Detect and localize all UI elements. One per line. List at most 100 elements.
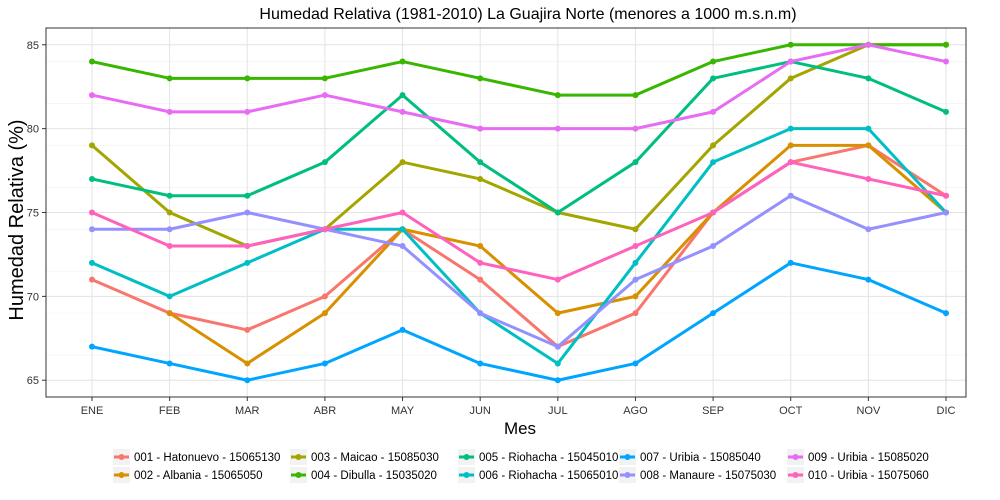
data-point [554,360,561,367]
data-point [399,326,406,333]
legend-label: 005 - Riohacha - 15045010 [479,452,618,464]
data-point [321,226,328,233]
data-point [89,209,95,216]
data-point [554,125,561,132]
data-point [943,192,949,199]
legend-item-6: 006 - Riohacha - 15065010 [458,467,618,483]
data-point [943,58,949,65]
data-point [321,310,328,317]
data-point [554,276,561,283]
x-tick-label: NOV [856,405,881,417]
data-point [477,125,484,132]
series-9 [89,41,949,132]
data-point [244,75,251,82]
legend-label: 006 - Riohacha - 15065010 [479,470,618,482]
x-tick-label: DIC [937,405,956,417]
x-tick-label: FEB [159,405,180,417]
data-point [89,259,95,266]
legend-key-point [463,472,470,478]
data-point [321,159,328,166]
legend-item-7: 007 - Uribia - 15085040 [619,449,761,465]
y-tick-label: 75 [27,208,39,220]
legend-item-4: 004 - Dibulla - 15035020 [290,467,437,483]
data-point [399,108,406,115]
legend-item-8: 008 - Manaure - 15075030 [619,467,776,483]
data-point [787,41,794,48]
data-point [632,92,639,99]
legend-key-point [118,454,125,460]
data-point [477,159,484,166]
legend-item-10: 010 - Uribia - 15075060 [787,467,929,483]
series-line [91,60,947,214]
series-10 [89,159,949,283]
legend-label: 003 - Maicao - 15085030 [311,452,439,464]
axes: 65 70 75 80 85 ENE FEB MAR ABR MAY JUN JUL AGO SEP OCT… [27,27,967,417]
data-point [632,360,639,367]
data-point [865,175,872,182]
data-point [865,226,872,233]
data-point [244,259,251,266]
data-point [89,175,95,182]
data-point [943,310,949,317]
legend-label: 008 - Manaure - 15075030 [640,470,776,482]
data-point [166,293,173,300]
data-point [89,343,95,350]
data-point [166,360,173,367]
data-point [632,125,639,132]
y-tick-label: 70 [27,291,39,303]
data-point [166,209,173,216]
data-point [244,326,251,333]
data-point [399,92,406,99]
data-point [477,310,484,317]
data-point [787,125,794,132]
y-tick-label: 85 [27,40,39,52]
data-point [244,360,251,367]
data-point [943,41,949,48]
data-point [477,259,484,266]
series-5 [89,58,949,216]
data-point [321,75,328,82]
x-tick-label: MAY [391,405,415,417]
data-point [787,159,794,166]
data-point [787,142,794,149]
data-point [399,58,406,65]
x-tick-label: ABR [314,405,337,417]
data-point [632,259,639,266]
data-point [632,293,639,300]
legend-key-point [463,454,470,460]
series-7 [89,259,949,384]
data-point [943,108,949,115]
data-point [710,58,717,65]
data-point [166,226,173,233]
chart-title: Humedad Relativa (1981-2010) La Guajira … [259,6,796,23]
series-layer [89,41,949,384]
data-point [89,226,95,233]
data-point [244,377,251,384]
data-point [554,343,561,350]
series-line [92,194,947,349]
x-tick-label: AGO [623,405,648,417]
data-point [865,75,872,82]
legend-label: 007 - Uribia - 15085040 [640,452,761,464]
data-point [166,108,173,115]
data-point [399,243,406,250]
legend-item-1: 001 - Hatonuevo - 15065130 [113,449,280,465]
data-point [321,293,328,300]
data-point [632,276,639,283]
y-tick-label: 80 [27,124,39,136]
data-point [632,159,639,166]
data-point [89,58,95,65]
series-line [91,127,948,365]
data-point [166,192,173,199]
data-point [710,142,717,149]
data-point [787,259,794,266]
data-point [477,360,484,367]
data-point [943,209,949,216]
data-point [554,92,561,99]
data-point [399,159,406,166]
data-point [399,226,406,233]
data-point [554,377,561,384]
data-point [399,209,406,216]
